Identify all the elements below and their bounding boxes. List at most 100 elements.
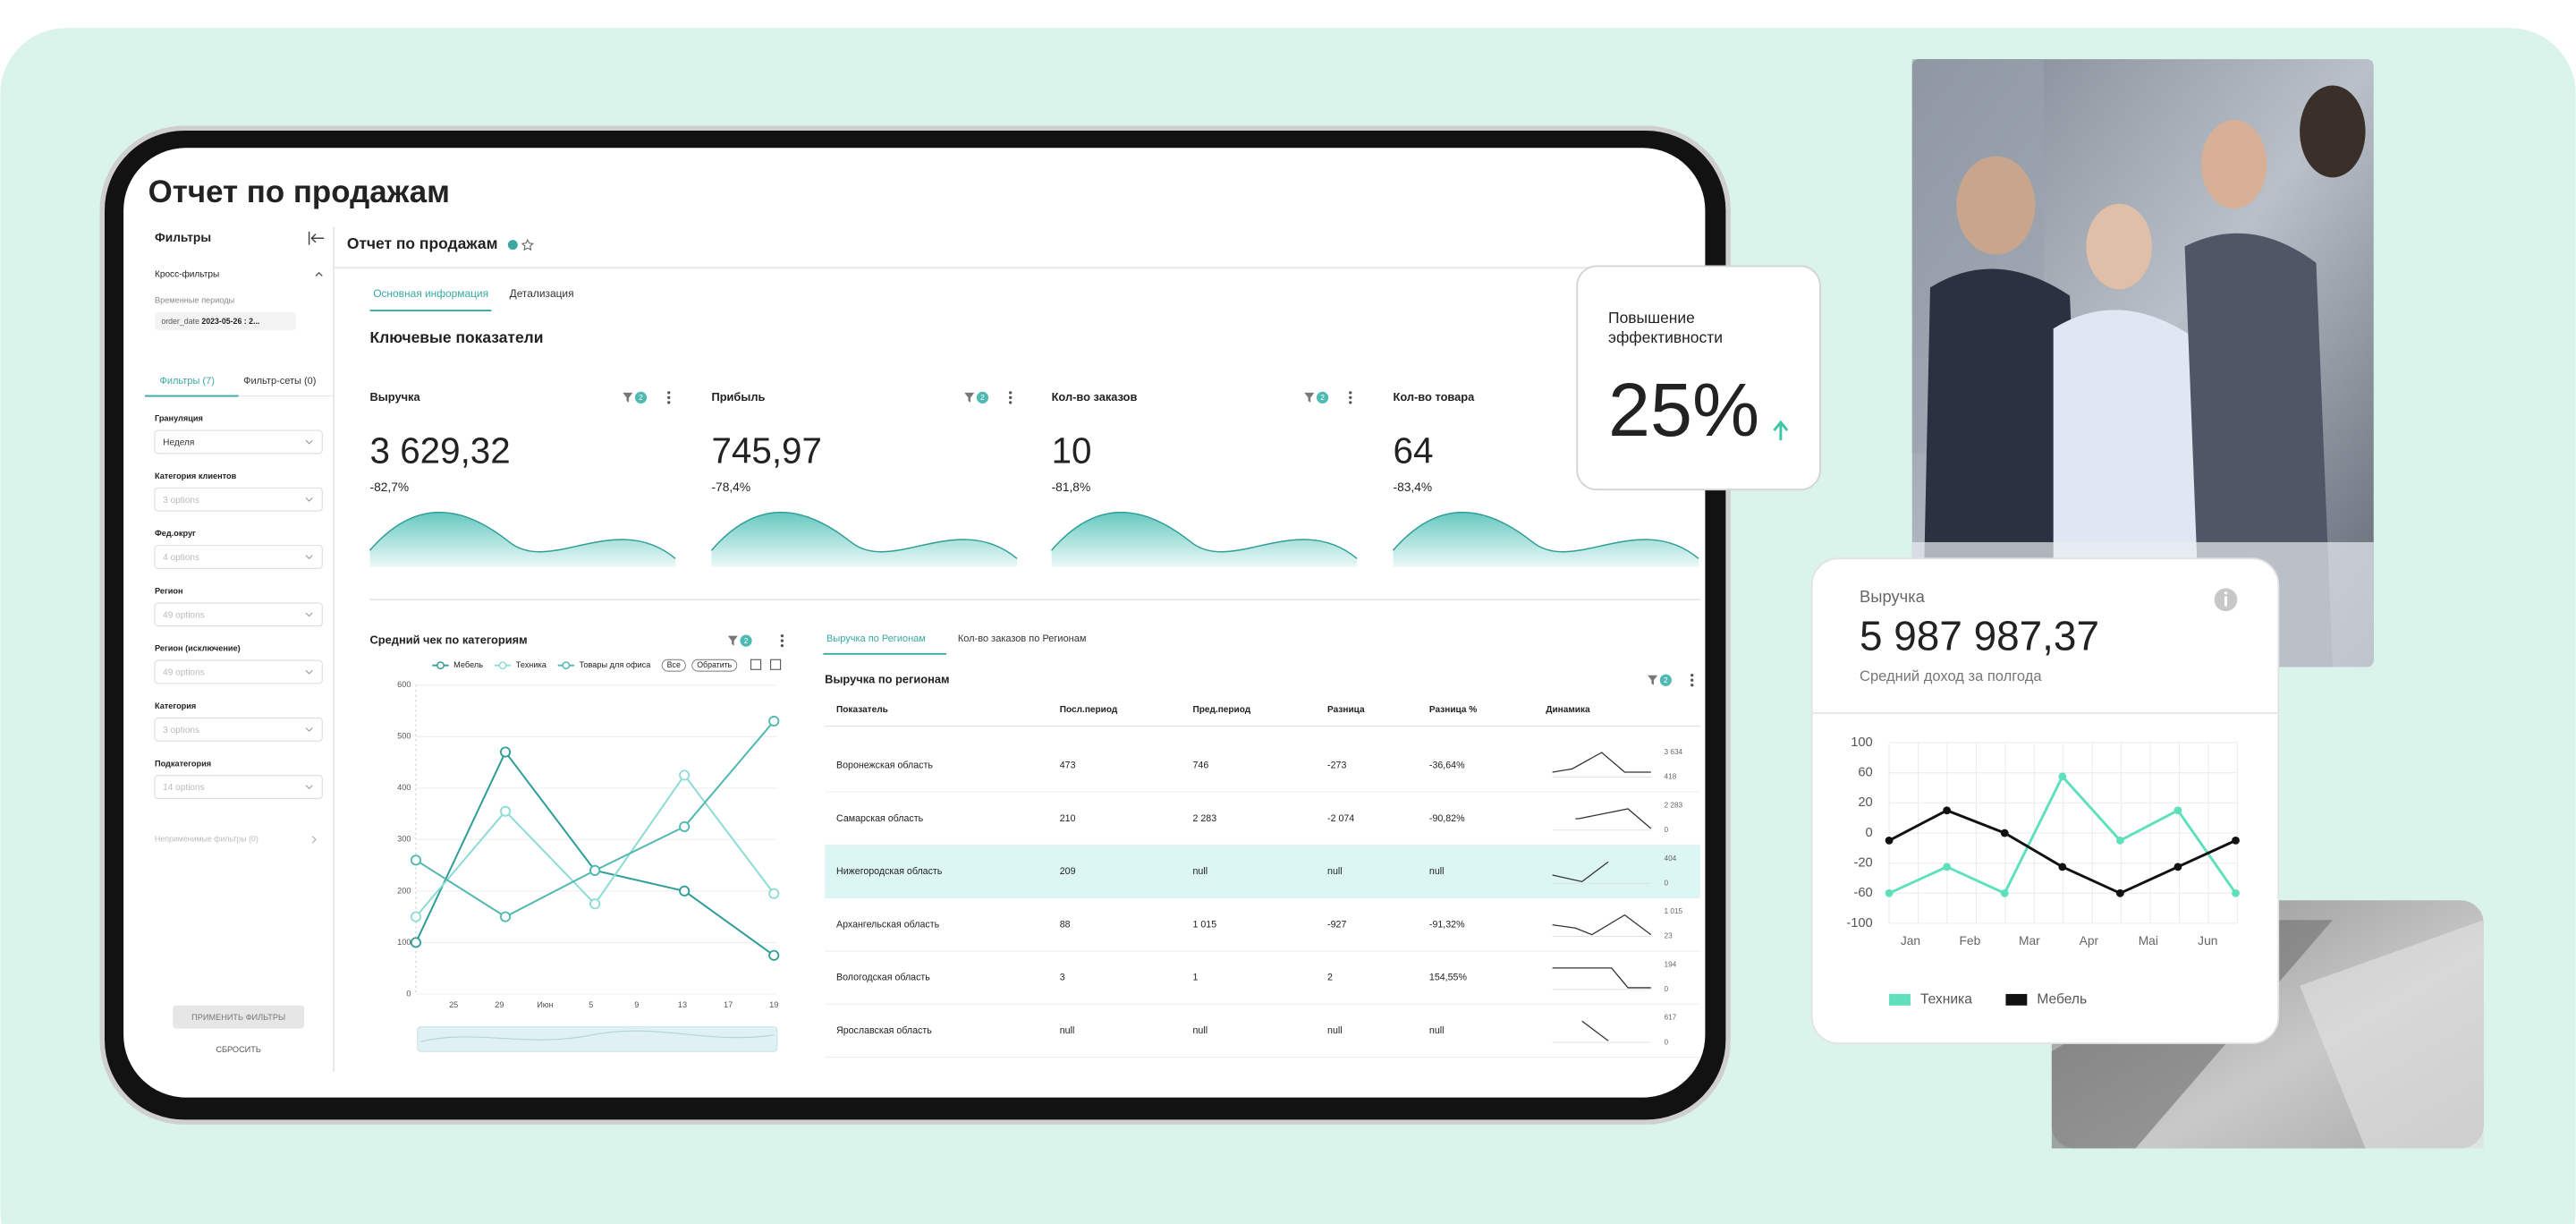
dashboard-tab[interactable]: Детализация	[510, 287, 574, 300]
menu-dot[interactable]	[1690, 674, 1694, 677]
collapse-icon[interactable]	[308, 231, 325, 245]
table-cell: null	[1429, 1025, 1445, 1036]
spark-min: 0	[1664, 1038, 1668, 1046]
spark-min: 0	[1664, 985, 1668, 993]
efficiency-card	[1576, 265, 1821, 491]
x-tick-label: 19	[769, 1000, 778, 1009]
x-tick-label: 13	[678, 1000, 687, 1009]
x-tick-label: Mai	[2139, 934, 2158, 948]
table-title: Выручка по регионам	[825, 673, 949, 686]
series-point	[679, 820, 691, 832]
card-subtitle: Средний доход за полгода	[1860, 667, 2042, 684]
column-header[interactable]: Разница	[1327, 705, 1365, 715]
efficiency-title: эффективности	[1608, 328, 1723, 346]
up-arrow	[1773, 420, 1789, 441]
menu-dot[interactable]	[1349, 395, 1352, 400]
table-cell: -90,82%	[1429, 813, 1465, 824]
menu-dot[interactable]	[780, 639, 784, 642]
table-cell: 1	[1192, 973, 1198, 983]
legend-label[interactable]: Мебель	[2037, 991, 2087, 1007]
chart-button-border	[691, 659, 738, 672]
sparkline	[1552, 861, 1609, 883]
series-point	[410, 937, 422, 948]
efficiency-value: 25%	[1608, 368, 1759, 452]
filter-icon	[964, 392, 975, 403]
table-cell: Ярославская область	[836, 1025, 932, 1036]
menu-dot[interactable]	[1690, 684, 1694, 687]
column-header[interactable]: Показатель	[836, 705, 888, 715]
series-point	[2115, 836, 2124, 845]
table-cell: Самарская область	[836, 813, 924, 824]
spark-max: 194	[1664, 960, 1676, 968]
dashboard-tab[interactable]: Основная информация	[373, 287, 488, 300]
zoom-slider[interactable]	[417, 1026, 778, 1052]
filter-badge-count: 2	[980, 394, 985, 402]
table-cell: null	[1192, 1025, 1208, 1036]
menu-dot[interactable]	[667, 391, 671, 395]
table-cell: 1 015	[1192, 919, 1216, 930]
series-point	[2174, 806, 2182, 815]
table-cell: 746	[1192, 761, 1208, 771]
kpi-title: Кол-во заказов	[1052, 390, 1138, 404]
star-icon[interactable]	[521, 238, 534, 251]
filter-select[interactable]	[154, 429, 323, 455]
sidebar-tab[interactable]: Фильтр-сеты (0)	[243, 376, 316, 387]
filter-select[interactable]	[154, 775, 323, 799]
menu-dot[interactable]	[1690, 678, 1694, 682]
filter-select[interactable]	[154, 602, 323, 627]
filter-value: 3 options	[163, 496, 199, 506]
filter-select[interactable]	[154, 487, 323, 512]
filter-badge-count: 2	[1320, 394, 1325, 402]
restore-icon[interactable]	[770, 659, 782, 670]
column-header[interactable]: Динамика	[1546, 705, 1590, 715]
legend-marker	[498, 661, 507, 670]
spark-max: 617	[1664, 1014, 1676, 1022]
menu-dot[interactable]	[1349, 391, 1352, 395]
menu-dot[interactable]	[667, 395, 671, 400]
menu-dot[interactable]	[780, 643, 784, 648]
apply-button-label: ПРИМЕНИТЬ ФИЛЬТРЫ	[191, 1013, 285, 1022]
series-point	[2058, 863, 2067, 871]
column-header[interactable]: Посл.период	[1060, 705, 1118, 715]
series-point	[499, 746, 512, 758]
filter-select[interactable]	[154, 545, 323, 569]
reset-button[interactable]: СБРОСИТЬ	[216, 1045, 261, 1054]
sidebar-tab[interactable]: Фильтры (7)	[160, 376, 215, 387]
table-cell: null	[1060, 1025, 1075, 1036]
chip-key: order_date	[161, 317, 199, 326]
kpi-area	[369, 512, 676, 567]
chart-button[interactable]: Все	[667, 660, 681, 669]
menu-dot[interactable]	[1009, 401, 1013, 404]
table-cell: -2 074	[1327, 813, 1354, 824]
filter-select[interactable]	[154, 717, 323, 742]
filter-badge	[1659, 674, 1672, 686]
column-header[interactable]: Пред.период	[1192, 705, 1250, 715]
series-point	[768, 715, 780, 727]
menu-dot[interactable]	[1009, 395, 1013, 400]
zoom-icon[interactable]	[750, 659, 762, 670]
menu-dot[interactable]	[667, 401, 671, 404]
apply-button[interactable]	[173, 1005, 305, 1029]
series-point	[2174, 863, 2182, 871]
menu-dot[interactable]	[780, 633, 784, 638]
column-header[interactable]: Разница %	[1429, 705, 1477, 715]
x-tick-label: 29	[495, 1000, 504, 1009]
menu-dot[interactable]	[1009, 391, 1013, 395]
regions-tab[interactable]: Выручка по Регионам	[826, 633, 926, 644]
legend-label[interactable]: Техника	[516, 660, 547, 669]
legend-swatch	[1889, 993, 1911, 1006]
sparkline	[1552, 914, 1652, 936]
menu-dot[interactable]	[1349, 401, 1352, 404]
filter-badge	[740, 634, 752, 647]
legend-label[interactable]: Товары для офиса	[580, 660, 652, 669]
filter-select[interactable]	[154, 659, 323, 684]
legend-label[interactable]: Техника	[1920, 991, 1972, 1007]
legend-label[interactable]: Мебель	[453, 660, 483, 669]
regions-tab[interactable]: Кол-во заказов по Регионам	[958, 633, 1087, 644]
series-point	[2058, 772, 2067, 781]
kpi-area	[1393, 512, 1699, 567]
series-point	[1943, 806, 1952, 815]
chart-button[interactable]: Обратить	[697, 660, 732, 669]
sparkline	[1575, 808, 1652, 829]
